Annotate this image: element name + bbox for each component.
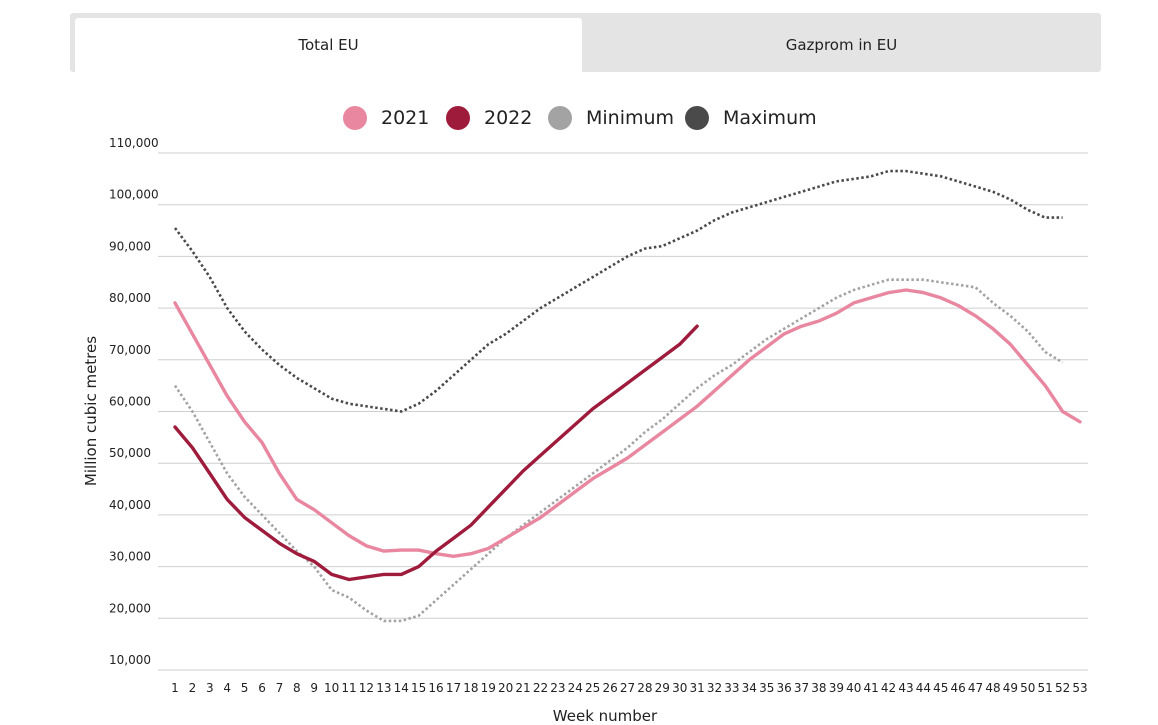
x-axis-title: Week number — [553, 707, 658, 725]
y-tick-label: 100,000 — [109, 188, 159, 202]
x-tick-label: 31 — [689, 681, 704, 695]
series-line-minimum — [173, 278, 1064, 623]
x-tick-label: 4 — [223, 681, 231, 695]
x-tick-label: 20 — [498, 681, 513, 695]
x-tick-label: 38 — [811, 681, 826, 695]
x-tick-label: 53 — [1072, 681, 1087, 695]
y-tick-label: 70,000 — [109, 343, 151, 357]
x-tick-label: 44 — [916, 681, 931, 695]
y-tick-label: 50,000 — [109, 446, 151, 460]
x-tick-label: 2 — [189, 681, 197, 695]
x-tick-label: 15 — [411, 681, 426, 695]
x-tick-label: 22 — [533, 681, 548, 695]
y-tick-label: 110,000 — [109, 136, 159, 150]
x-tick-label: 7 — [276, 681, 284, 695]
x-tick-label: 14 — [394, 681, 409, 695]
x-tick-label: 50 — [1020, 681, 1035, 695]
x-tick-label: 5 — [241, 681, 249, 695]
x-tick-label: 10 — [324, 681, 339, 695]
legend-swatch-minimum — [548, 106, 572, 130]
x-tick-label: 40 — [846, 681, 861, 695]
x-tick-label: 45 — [933, 681, 948, 695]
tab-bar: Total EU Gazprom in EU — [70, 13, 1101, 72]
x-tick-label: 39 — [829, 681, 844, 695]
legend-label: Maximum — [723, 107, 817, 129]
x-tick-label: 41 — [864, 681, 879, 695]
y-tick-label: 40,000 — [109, 498, 151, 512]
series-line-maximum — [173, 169, 1063, 413]
x-tick-label: 24 — [568, 681, 583, 695]
x-tick-label: 26 — [602, 681, 617, 695]
legend-label: 2021 — [381, 107, 430, 129]
y-tick-label: 20,000 — [109, 601, 151, 615]
x-tick-label: 30 — [672, 681, 687, 695]
y-tick-label: 10,000 — [109, 653, 151, 667]
legend-swatch-maximum — [685, 106, 709, 130]
legend-swatch-2021 — [343, 106, 367, 130]
x-tick-label: 43 — [898, 681, 913, 695]
series-line-2021 — [173, 288, 1082, 558]
x-tick-label: 3 — [206, 681, 214, 695]
series-line-2022 — [173, 324, 699, 582]
x-tick-label: 51 — [1038, 681, 1053, 695]
x-tick-label: 17 — [446, 681, 461, 695]
x-tick-label: 16 — [428, 681, 443, 695]
x-tick-label: 33 — [724, 681, 739, 695]
x-tick-label: 19 — [481, 681, 496, 695]
legend-label: Minimum — [586, 107, 675, 129]
x-tick-label: 8 — [293, 681, 301, 695]
y-tick-label: 90,000 — [109, 239, 151, 253]
tab-gazprom-in-eu[interactable]: Gazprom in EU — [785, 36, 898, 54]
x-tick-label: 11 — [341, 681, 356, 695]
legend-swatch-2022 — [446, 106, 470, 130]
x-tick-label: 36 — [776, 681, 791, 695]
x-tick-label: 28 — [637, 681, 652, 695]
x-tick-label: 37 — [794, 681, 809, 695]
y-tick-label: 60,000 — [109, 395, 151, 409]
y-axis-title: Million cubic metres — [82, 336, 100, 486]
x-tick-label: 34 — [742, 681, 757, 695]
x-tick-label: 29 — [655, 681, 670, 695]
x-tick-label: 6 — [258, 681, 266, 695]
x-tick-label: 48 — [985, 681, 1000, 695]
x-tick-label: 12 — [359, 681, 374, 695]
x-tick-label: 46 — [951, 681, 966, 695]
x-tick-label: 23 — [550, 681, 565, 695]
x-tick-label: 25 — [585, 681, 600, 695]
legend-label: 2022 — [484, 107, 533, 129]
x-tick-label: 9 — [310, 681, 318, 695]
x-tick-label: 1 — [171, 681, 179, 695]
tab-total-eu[interactable]: Total EU — [75, 18, 582, 72]
x-tick-label: 32 — [707, 681, 722, 695]
x-tick-label: 47 — [968, 681, 983, 695]
x-tick-label: 35 — [759, 681, 774, 695]
x-tick-label: 49 — [1003, 681, 1018, 695]
x-tick-label: 52 — [1055, 681, 1070, 695]
chart-legend: 2021 2022 Minimum Maximum — [0, 104, 1158, 132]
x-tick-label: 27 — [620, 681, 635, 695]
y-tick-label: 30,000 — [109, 550, 151, 564]
x-tick-label: 13 — [376, 681, 391, 695]
y-tick-label: 80,000 — [109, 291, 151, 305]
x-tick-label: 21 — [515, 681, 530, 695]
x-tick-label: 42 — [881, 681, 896, 695]
x-tick-label: 18 — [463, 681, 478, 695]
